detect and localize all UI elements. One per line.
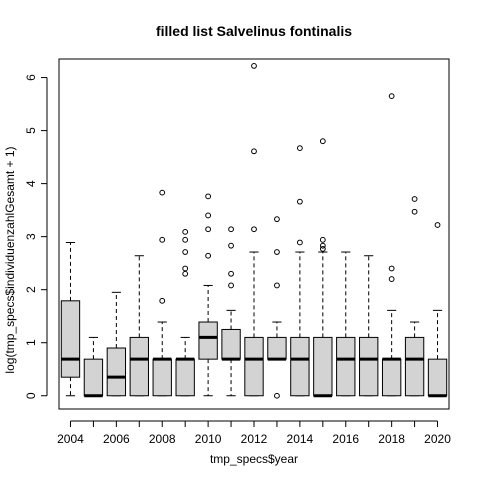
y-tick-label: 0 [24,392,38,399]
outlier-point [296,239,303,246]
y-tick-label: 2 [24,286,38,293]
y-tick-label: 5 [24,127,38,134]
box-2012 [244,62,264,397]
x-tick-label: 2014 [287,432,314,446]
iqr-box [427,358,448,397]
y-axis-label: log(tmp_specs$individuenzahlGesamt + 1) [3,146,17,373]
outlier-point [205,226,212,233]
iqr-box [381,358,402,397]
outlier-point [319,138,326,145]
iqr-box [106,347,127,397]
outlier-point [296,198,303,205]
outlier-point [274,249,280,255]
outlier-point [182,228,189,235]
box-2004 [60,241,81,397]
x-axis-label: tmp_specs$year [210,452,298,466]
y-axis: 0 1 2 3 4 5 6 [24,74,48,399]
outlier-point [411,196,418,202]
box-2013 [267,216,287,399]
outlier-point [159,297,166,304]
outlier-point [296,145,303,151]
plot-area [58,58,450,410]
iqr-box [244,336,264,397]
iqr-box [336,336,356,397]
iqr-box [152,358,172,397]
iqr-box [83,358,104,397]
box-2017 [359,255,379,397]
outlier-point [182,236,189,243]
box-2016 [336,251,356,397]
box-2020 [427,222,448,398]
box-2006 [106,291,127,397]
outlier-point [251,148,257,155]
y-tick-label: 1 [24,339,38,346]
box-2007 [129,255,149,397]
outlier-point [434,222,441,228]
iqr-box [290,336,310,397]
outlier-point [205,212,212,219]
outlier-point [205,193,212,200]
outlier-point [411,208,418,215]
outlier-point [319,245,326,252]
iqr-box [359,336,379,397]
iqr-box [175,358,195,397]
outlier-point [319,236,326,243]
y-tick-label: 3 [24,233,38,240]
box-2019 [404,196,425,397]
iqr-box [129,336,149,397]
outlier-point [388,93,395,100]
x-tick-label: 2016 [332,432,359,446]
box-2011 [221,226,241,397]
box-2014 [290,145,310,397]
box-2009 [175,228,195,397]
iqr-box [221,328,241,360]
outlier-point [274,392,280,399]
chart-title: filled list Salvelinus fontinalis [156,23,352,39]
box-2010 [198,193,218,397]
box-2018 [381,93,402,397]
outlier-point [182,249,189,255]
iqr-box [313,336,333,397]
y-tick-label: 6 [24,74,38,81]
x-tick-label: 2010 [195,432,222,446]
outlier-point [159,236,166,243]
x-tick-label: 2004 [57,432,84,446]
outlier-point [228,226,234,233]
outlier-point [251,62,257,69]
outlier-point [228,270,234,277]
x-tick-label: 2012 [241,432,268,446]
outlier-point [274,282,280,289]
outlier-point [274,216,280,223]
outlier-point [159,189,166,196]
x-tick-label: 2018 [378,432,405,446]
iqr-box [404,336,425,397]
iqr-box [198,321,218,360]
outlier-point [205,252,212,259]
outlier-point [228,282,234,289]
box-2008 [152,189,172,397]
x-tick-label: 2006 [103,432,130,446]
box-2005 [83,336,104,398]
outlier-point [319,242,326,249]
outlier-point [182,270,189,277]
outlier-point [251,226,257,233]
plot-frame [58,58,450,410]
y-tick-label: 4 [24,180,38,187]
iqr-box [267,336,287,360]
outlier-point [388,276,395,282]
iqr-box [60,300,81,378]
outlier-point [388,265,395,272]
x-axis: 2004 2006 2008 2010 2012 2014 2016 2018 2020 [57,420,451,446]
outlier-point [228,242,234,249]
x-tick-label: 2008 [149,432,176,446]
x-tick-label: 2020 [424,432,451,446]
outlier-point [182,265,189,272]
box-2015 [313,138,333,398]
